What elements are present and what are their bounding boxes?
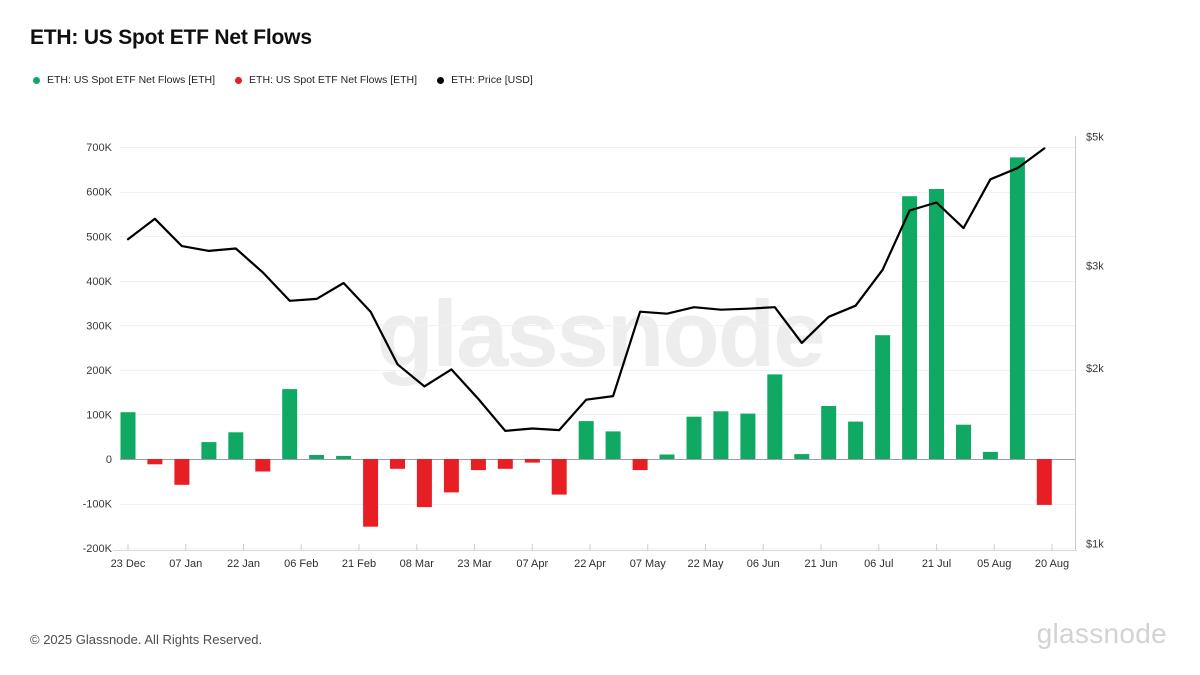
y-right-tick-label: $2k: [1086, 363, 1104, 375]
x-axis-tick-label: 22 Jan: [227, 558, 260, 570]
x-axis-tick-label: 06 Jun: [747, 558, 780, 570]
net-flow-bar-positive[interactable]: [336, 455, 352, 459]
y-right-tick-label: $3k: [1086, 261, 1104, 273]
net-flow-bar-negative[interactable]: [1036, 459, 1052, 505]
net-flow-bar-positive[interactable]: [201, 442, 217, 459]
page-title: ETH: US Spot ETF Net Flows: [30, 26, 312, 49]
y-right-tick-label: $5k: [1086, 131, 1104, 143]
x-axis-tick-label: 08 Mar: [400, 558, 435, 570]
x-axis-tick-label: 07 Jan: [169, 558, 202, 570]
net-flow-bar-positive[interactable]: [309, 455, 325, 459]
net-flow-bar-positive[interactable]: [982, 451, 998, 459]
net-flow-bar-positive[interactable]: [794, 454, 810, 459]
y-left-tick-label: 400K: [86, 276, 112, 288]
x-axis-tick-label: 22 May: [687, 558, 724, 570]
net-flow-bar-negative[interactable]: [147, 459, 163, 465]
net-flow-bar-negative[interactable]: [632, 459, 648, 471]
net-flow-bar-positive[interactable]: [929, 189, 944, 459]
net-flow-bar-positive[interactable]: [848, 421, 864, 459]
y-right-tick-label: $1k: [1086, 538, 1104, 550]
price-line: [126, 147, 1046, 432]
y-left-tick-label: 700K: [86, 142, 112, 154]
y-left-tick-label: 300K: [86, 320, 112, 332]
net-flow-bar-positive[interactable]: [875, 335, 891, 459]
net-flow-bar-positive[interactable]: [228, 432, 244, 459]
y-left-tick-label: -200K: [83, 543, 113, 555]
net-flow-bar-negative[interactable]: [390, 459, 405, 469]
legend-item[interactable]: ETH: US Spot ETF Net Flows [ETH]: [33, 74, 215, 86]
legend-dot-icon: [235, 76, 243, 84]
legend: ETH: US Spot ETF Net Flows [ETH] ETH: US …: [33, 74, 533, 86]
net-flow-bar-positive[interactable]: [1009, 157, 1025, 459]
legend-item-label: ETH: Price [USD]: [451, 74, 533, 86]
net-flow-bar-negative[interactable]: [470, 459, 486, 471]
y-left-tick-label: 200K: [86, 365, 112, 377]
x-axis-tick-label: 06 Jul: [864, 558, 893, 570]
legend-dot-icon: [437, 76, 445, 84]
x-axis-tick-label: 07 Apr: [516, 558, 548, 570]
y-left-tick-label: 0: [106, 454, 112, 466]
glassnode-logo: glassnode: [1036, 618, 1167, 649]
x-axis-tick-label: 07 May: [630, 558, 667, 570]
net-flow-bar-positive[interactable]: [821, 406, 837, 459]
x-axis-tick-label: 21 Jun: [804, 558, 837, 570]
net-flow-bar-positive[interactable]: [956, 424, 971, 459]
net-flow-bar-positive[interactable]: [120, 412, 136, 459]
net-flow-bar-negative[interactable]: [443, 459, 459, 493]
net-flow-bar-negative[interactable]: [524, 459, 540, 463]
legend-item[interactable]: ETH: US Spot ETF Net Flows [ETH]: [235, 74, 417, 86]
x-axis-tick-label: 05 Aug: [977, 558, 1011, 570]
x-axis-tick-label: 21 Jul: [922, 558, 951, 570]
x-axis-tick-label: 23 Dec: [111, 558, 146, 570]
y-left-tick-label: 600K: [86, 187, 112, 199]
net-flow-bar-positive[interactable]: [578, 421, 594, 459]
net-flow-bar-negative[interactable]: [363, 459, 379, 527]
net-flow-bar-positive[interactable]: [686, 416, 702, 459]
legend-dot-icon: [33, 76, 40, 84]
net-flow-bar-negative[interactable]: [174, 459, 190, 485]
y-left-tick-label: -100K: [83, 499, 113, 511]
legend-item-label: ETH: US Spot ETF Net Flows [ETH]: [47, 74, 216, 86]
net-flow-bar-negative[interactable]: [551, 459, 567, 495]
net-flow-bar-negative[interactable]: [416, 459, 432, 508]
net-flow-bar-positive[interactable]: [767, 374, 783, 459]
net-flow-bar-positive[interactable]: [282, 389, 298, 459]
net-flow-bar-positive[interactable]: [740, 413, 756, 459]
x-axis-tick-label: 22 Apr: [574, 558, 606, 570]
y-left-tick-label: 500K: [86, 231, 112, 243]
net-flow-bar-positive[interactable]: [659, 454, 675, 460]
net-flow-bar-positive[interactable]: [902, 196, 918, 459]
net-flow-bar-negative[interactable]: [497, 459, 513, 469]
legend-item[interactable]: ETH: Price [USD]: [437, 74, 533, 86]
net-flow-bar-negative[interactable]: [255, 459, 271, 472]
x-axis-tick-label: 23 Mar: [457, 558, 492, 570]
legend-item-label: ETH: US Spot ETF Net Flows [ETH]: [249, 74, 418, 86]
x-axis-tick-label: 21 Feb: [342, 558, 376, 570]
x-axis-tick-label: 06 Feb: [284, 558, 318, 570]
y-left-tick-label: 100K: [86, 409, 112, 421]
copyright-text: © 2025 Glassnode. All Rights Reserved.: [30, 632, 263, 647]
net-flow-bar-positive[interactable]: [713, 411, 729, 459]
x-axis-tick-label: 20 Aug: [1035, 558, 1069, 570]
net-flow-bar-positive[interactable]: [605, 431, 621, 459]
